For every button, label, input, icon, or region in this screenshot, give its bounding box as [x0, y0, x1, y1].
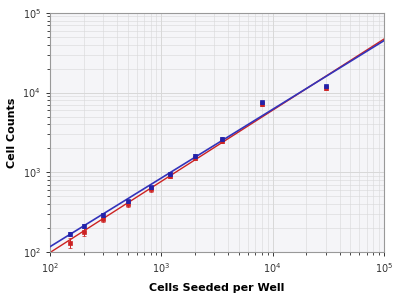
- X-axis label: Cells Seeded per Well: Cells Seeded per Well: [149, 283, 285, 293]
- Y-axis label: Cell Counts: Cell Counts: [7, 97, 17, 168]
